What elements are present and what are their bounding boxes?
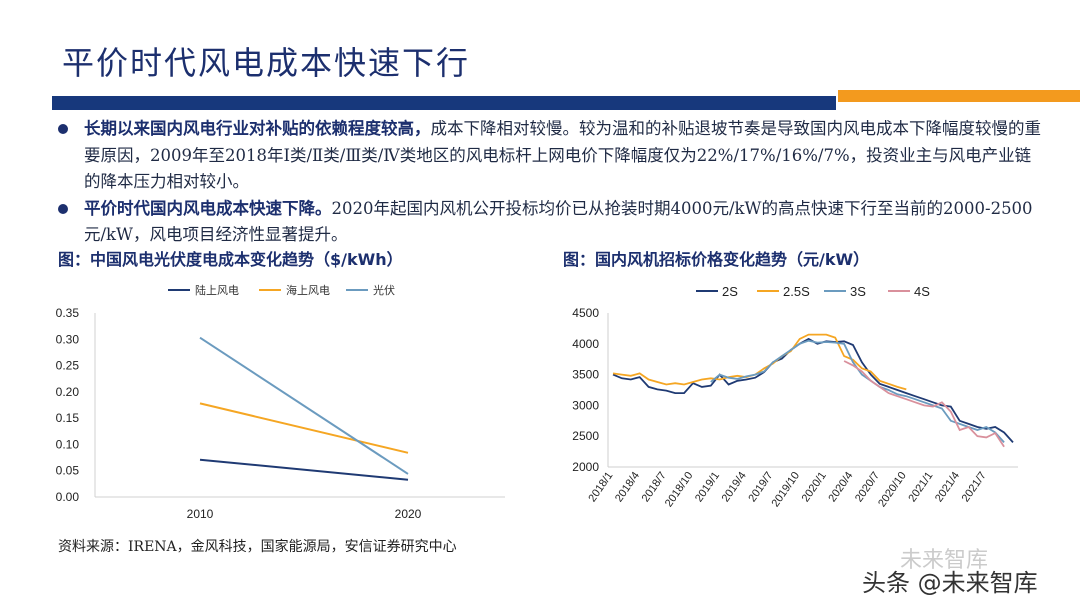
x-tick-label: 2021/1 — [906, 470, 935, 504]
bullet-item: 平价时代国内风电成本快速下降。2020年起国内风机公开投标均价已从抢装时期400… — [58, 196, 1043, 249]
y-tick-label: 4500 — [572, 306, 599, 320]
legend-label: 海上风电 — [286, 283, 330, 297]
x-tick-label: 2019/1 — [693, 470, 722, 504]
x-tick-label: 2020/10 — [876, 470, 909, 509]
series-line-2S — [612, 337, 1014, 444]
bullet-text: 成本下降相对较慢。较为温和的补贴退坡节奏是导致国内风电成本下降幅度较慢的重要原因… — [84, 119, 1041, 191]
y-tick-label: 0.15 — [56, 411, 80, 425]
legend-label: 3S — [850, 284, 866, 299]
watermark-logo-text: 未来智库 — [900, 548, 989, 573]
series-line-2.5S — [612, 333, 907, 391]
x-tick-label: 2019/4 — [720, 470, 749, 504]
y-tick-label: 0.05 — [56, 464, 80, 478]
x-tick-label: 2018/1 — [586, 470, 615, 504]
bullet-dot-icon — [58, 124, 68, 134]
series-line-3S — [710, 339, 1005, 444]
bullet-bold-text: 长期以来国内风电行业对补贴的依赖程度较高， — [84, 119, 431, 138]
legend-label: 2.5S — [783, 284, 810, 299]
x-tick-label: 2010 — [187, 507, 214, 521]
y-tick-label: 2000 — [572, 460, 599, 474]
y-tick-label: 4000 — [572, 337, 599, 351]
legend-label: 2S — [722, 284, 738, 299]
y-tick-label: 0.10 — [56, 437, 80, 451]
title-underline-bar — [52, 96, 836, 110]
bullet-dot-icon — [58, 203, 68, 214]
series-line-4S — [843, 360, 1005, 448]
x-tick-label: 2020 — [395, 507, 422, 521]
y-tick-label: 2500 — [572, 429, 599, 443]
x-tick-label: 2019/10 — [769, 470, 802, 509]
series-line-海上风电 — [199, 402, 409, 454]
x-tick-label: 2020/4 — [826, 470, 855, 504]
bullet-bold-text: 平价时代国内风电成本快速下降。 — [84, 198, 332, 218]
legend-label: 光伏 — [373, 283, 395, 297]
legend-label: 4S — [914, 284, 930, 299]
source-note: 资料来源：IRENA，金风科技，国家能源局，安信证券研究中心 — [58, 539, 457, 555]
chart-title-cost: 图：中国风电光伏度电成本变化趋势（$/kWh） — [58, 250, 403, 269]
series-line-陆上风电 — [199, 458, 409, 481]
accent-bar — [838, 90, 1080, 102]
page-title: 平价时代风电成本快速下行 — [62, 44, 471, 82]
bullet-item: 长期以来国内风电行业对补贴的依赖程度较高，成本下降相对较慢。较为温和的补贴退坡节… — [58, 116, 1043, 196]
y-tick-label: 0.20 — [56, 385, 80, 399]
series-line-光伏 — [199, 336, 409, 475]
x-tick-label: 2021/4 — [933, 470, 962, 504]
x-tick-label: 2021/7 — [960, 470, 989, 504]
bullet-list: 长期以来国内风电行业对补贴的依赖程度较高，成本下降相对较慢。较为温和的补贴退坡节… — [58, 116, 1043, 249]
y-tick-label: 3500 — [572, 368, 599, 382]
y-tick-label: 0.25 — [56, 359, 80, 373]
legend-label: 陆上风电 — [195, 283, 239, 297]
x-tick-label: 2018/4 — [613, 470, 642, 504]
x-tick-label: 2018/10 — [663, 470, 696, 509]
y-tick-label: 3000 — [572, 398, 599, 412]
y-tick-label: 0.30 — [56, 332, 80, 346]
chart-title-price: 图：国内风机招标价格变化趋势（元/kW） — [563, 250, 870, 269]
watermark-caption: 头条 @未来智库 — [862, 569, 1038, 597]
x-tick-label: 2020/1 — [800, 470, 829, 504]
y-tick-label: 0.35 — [56, 306, 80, 320]
y-tick-label: 0.00 — [56, 490, 80, 504]
bullet-text: 2020年起国内风机公开投标均价已从抢装时期4000元/kW的高点快速下行至当前… — [84, 198, 1033, 245]
